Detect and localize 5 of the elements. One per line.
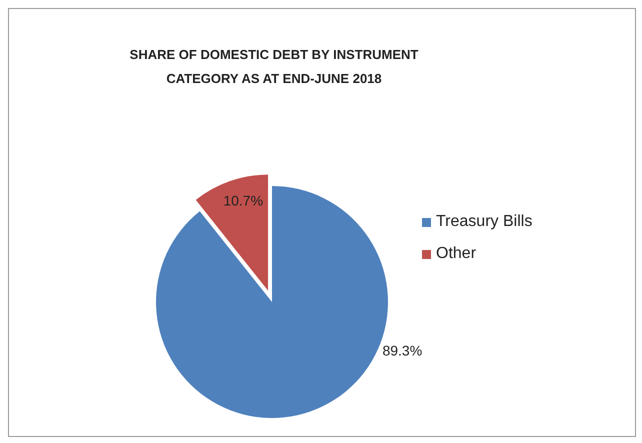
chart-title: SHARE OF DOMESTIC DEBT BY INSTRUMENT CATEGORY AS AT END-JUNE 2018 bbox=[128, 46, 420, 88]
data-label: 89.3% bbox=[382, 342, 422, 359]
legend-label: Treasury Bills bbox=[436, 213, 532, 231]
legend-label: Other bbox=[436, 245, 476, 263]
data-label: 10.7% bbox=[223, 192, 264, 208]
